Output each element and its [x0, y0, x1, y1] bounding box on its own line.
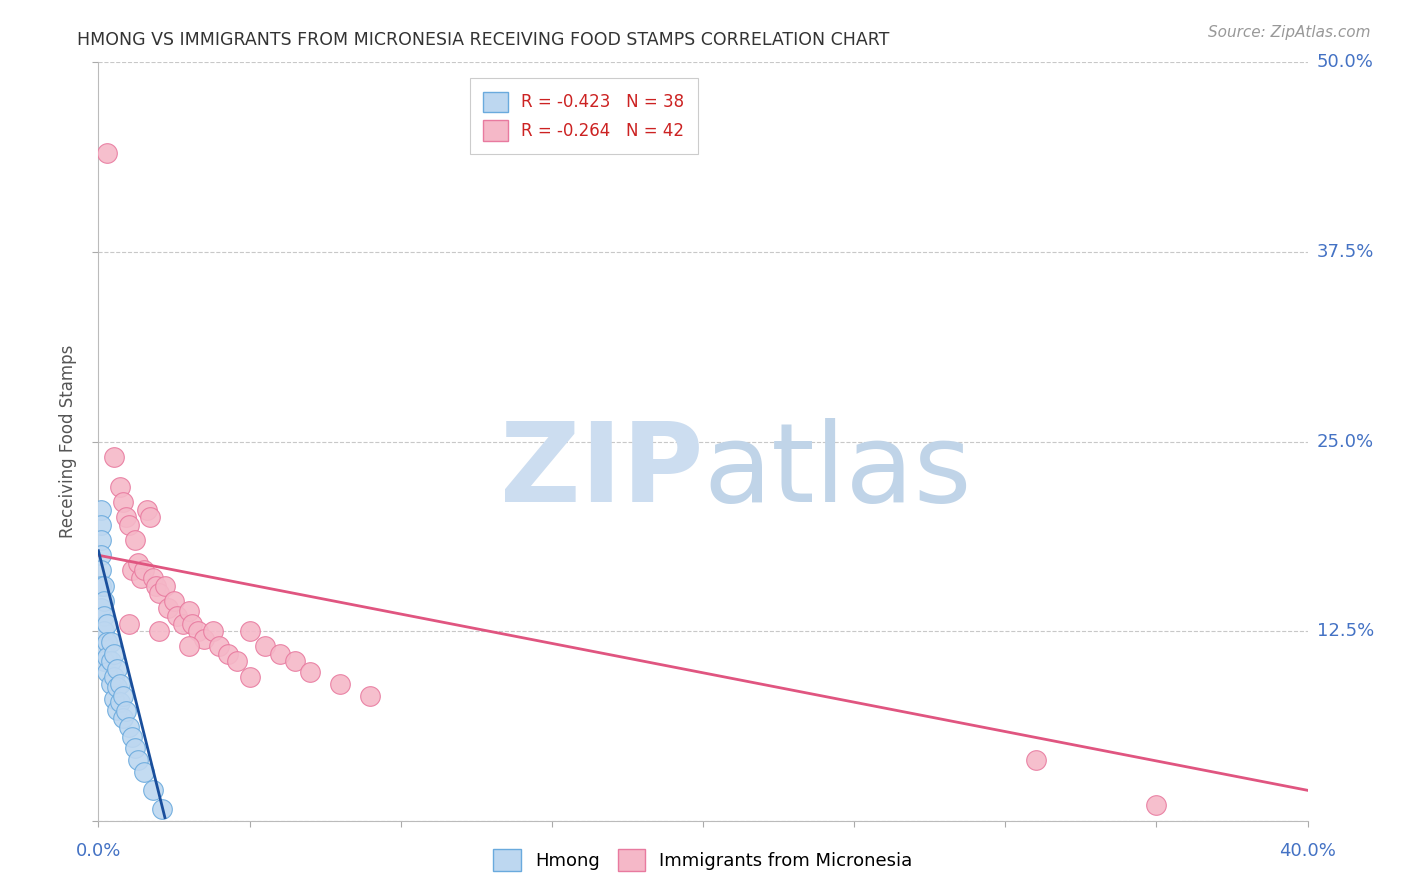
Point: [96, 146, 118, 161]
Point: [103, 692, 125, 706]
Point: [96, 616, 118, 631]
Point: [142, 571, 165, 585]
Point: [90, 517, 112, 532]
Point: [121, 564, 143, 578]
Point: [132, 564, 155, 578]
Point: [105, 680, 128, 694]
Point: [127, 753, 149, 767]
Point: [142, 783, 165, 797]
Point: [93, 655, 115, 669]
Point: [360, 690, 382, 704]
Point: [148, 624, 170, 639]
Point: [132, 765, 155, 780]
Point: [93, 594, 115, 608]
Point: [103, 669, 125, 683]
Text: 50.0%: 50.0%: [1316, 54, 1374, 71]
Point: [105, 662, 128, 676]
Point: [153, 579, 176, 593]
Text: 37.5%: 37.5%: [1316, 243, 1374, 261]
Point: [103, 647, 125, 661]
Point: [93, 579, 115, 593]
Point: [118, 616, 141, 631]
Point: [1024, 753, 1046, 767]
Point: [108, 480, 131, 494]
Point: [111, 495, 134, 509]
Point: [105, 703, 128, 717]
Text: 40.0%: 40.0%: [1279, 842, 1336, 860]
Point: [148, 586, 170, 600]
Point: [179, 604, 201, 618]
Point: [121, 730, 143, 744]
Text: 0.0%: 0.0%: [76, 842, 121, 860]
Point: [90, 579, 112, 593]
Point: [124, 533, 146, 548]
Point: [217, 647, 239, 661]
Point: [96, 649, 118, 664]
Point: [172, 616, 194, 631]
Point: [93, 608, 115, 623]
Point: [90, 548, 112, 563]
Point: [111, 690, 134, 704]
Point: [100, 677, 122, 691]
Point: [111, 710, 134, 724]
Point: [156, 601, 179, 615]
Point: [93, 639, 115, 653]
Point: [124, 740, 146, 755]
Point: [239, 624, 262, 639]
Point: [329, 677, 352, 691]
Point: [96, 634, 118, 648]
Point: [135, 503, 157, 517]
Point: [163, 594, 186, 608]
Point: [90, 564, 112, 578]
Point: [299, 665, 322, 679]
Text: 12.5%: 12.5%: [1316, 622, 1374, 640]
Text: 25.0%: 25.0%: [1316, 433, 1374, 450]
Point: [284, 655, 307, 669]
Point: [139, 510, 162, 524]
Point: [1144, 798, 1167, 813]
Text: HMONG VS IMMIGRANTS FROM MICRONESIA RECEIVING FOOD STAMPS CORRELATION CHART: HMONG VS IMMIGRANTS FROM MICRONESIA RECE…: [77, 31, 890, 49]
Point: [118, 517, 141, 532]
Point: [181, 616, 204, 631]
Point: [202, 624, 225, 639]
Legend: Hmong, Immigrants from Micronesia: Hmong, Immigrants from Micronesia: [486, 842, 920, 879]
Y-axis label: Receiving Food Stamps: Receiving Food Stamps: [59, 345, 77, 538]
Point: [118, 720, 141, 734]
Point: [103, 450, 125, 464]
Point: [187, 624, 209, 639]
Text: atlas: atlas: [703, 418, 972, 525]
Point: [129, 571, 152, 585]
Point: [127, 556, 149, 570]
Point: [179, 639, 201, 653]
Point: [90, 533, 112, 548]
Point: [108, 677, 131, 691]
Point: [239, 669, 262, 683]
Point: [93, 624, 115, 639]
Point: [150, 801, 173, 815]
Point: [114, 705, 136, 719]
Point: [100, 634, 122, 648]
Point: [166, 608, 188, 623]
Point: [253, 639, 276, 653]
Point: [90, 503, 112, 517]
Point: [269, 647, 291, 661]
Point: [108, 695, 131, 709]
Point: [114, 510, 136, 524]
Point: [96, 665, 118, 679]
Point: [193, 632, 215, 646]
Point: [145, 579, 167, 593]
Legend: R = -0.423   N = 38, R = -0.264   N = 42: R = -0.423 N = 38, R = -0.264 N = 42: [470, 78, 697, 154]
Point: [90, 601, 112, 615]
Point: [100, 655, 122, 669]
Text: ZIP: ZIP: [499, 418, 703, 525]
Point: [208, 639, 231, 653]
Text: Source: ZipAtlas.com: Source: ZipAtlas.com: [1208, 25, 1371, 40]
Point: [226, 655, 249, 669]
